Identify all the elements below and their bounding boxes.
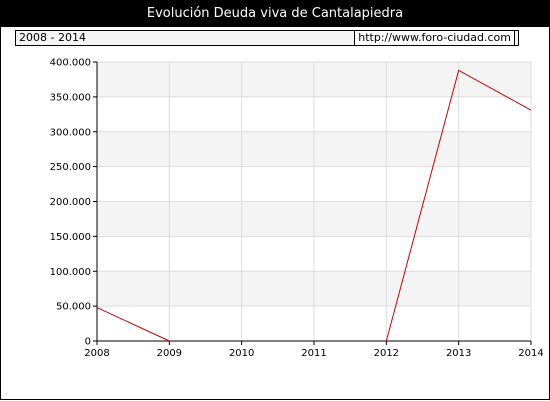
x-tick-label: 2013 — [446, 348, 471, 359]
x-tick-label: 2008 — [84, 348, 109, 359]
y-tick-label: 150.000 — [50, 232, 91, 243]
x-tick-label: 2009 — [157, 348, 182, 359]
info-bar: 2008 - 2014 http://www.foro-ciudad.com — [15, 30, 519, 46]
y-tick-label: 400.000 — [50, 58, 91, 69]
y-tick-label: 200.000 — [50, 197, 91, 208]
series-line — [96, 307, 170, 342]
y-tick-label: 0 — [85, 337, 91, 348]
y-tick-label: 300.000 — [50, 127, 91, 138]
y-tick-label: 100.000 — [50, 267, 91, 278]
x-tick-label: 2011 — [301, 348, 326, 359]
y-tick-label: 350.000 — [50, 92, 91, 103]
series-line — [385, 69, 532, 342]
y-tick-label: 50.000 — [56, 302, 91, 313]
period-label: 2008 - 2014 — [19, 31, 86, 44]
source-link[interactable]: http://www.foro-ciudad.com — [354, 30, 515, 46]
chart-title: Evolución Deuda viva de Cantalapiedra — [1, 1, 549, 27]
x-tick-label: 2014 — [518, 348, 543, 359]
x-tick-label: 2010 — [229, 348, 254, 359]
x-tick-label: 2012 — [374, 348, 399, 359]
y-tick-label: 250.000 — [50, 162, 91, 173]
